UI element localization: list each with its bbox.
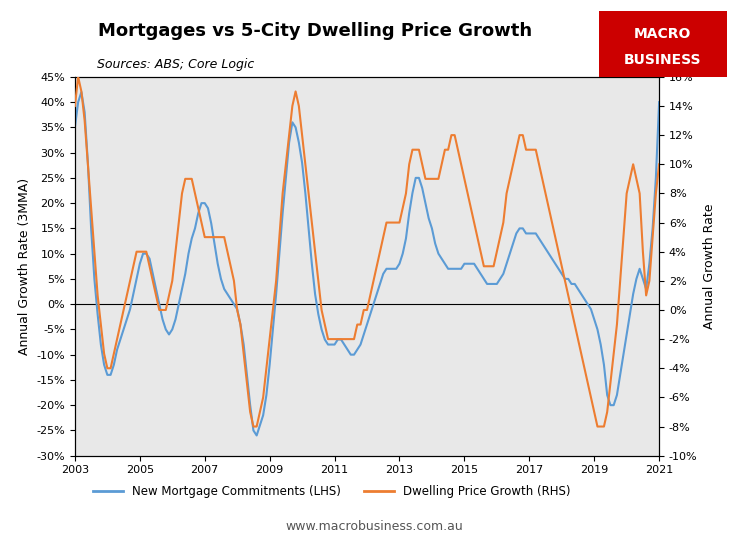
Y-axis label: Annual Growth Rate: Annual Growth Rate — [703, 204, 716, 329]
Text: www.macrobusiness.com.au: www.macrobusiness.com.au — [285, 519, 464, 533]
Text: Mortgages vs 5-City Dwelling Price Growth: Mortgages vs 5-City Dwelling Price Growt… — [97, 22, 532, 40]
Y-axis label: Annual Growth Rate (3MMA): Annual Growth Rate (3MMA) — [18, 178, 31, 355]
Text: BUSINESS: BUSINESS — [624, 53, 702, 68]
Text: MACRO: MACRO — [634, 27, 691, 41]
Text: Sources: ABS; Core Logic: Sources: ABS; Core Logic — [97, 58, 255, 71]
Legend: New Mortgage Commitments (LHS), Dwelling Price Growth (RHS): New Mortgage Commitments (LHS), Dwelling… — [88, 480, 576, 503]
